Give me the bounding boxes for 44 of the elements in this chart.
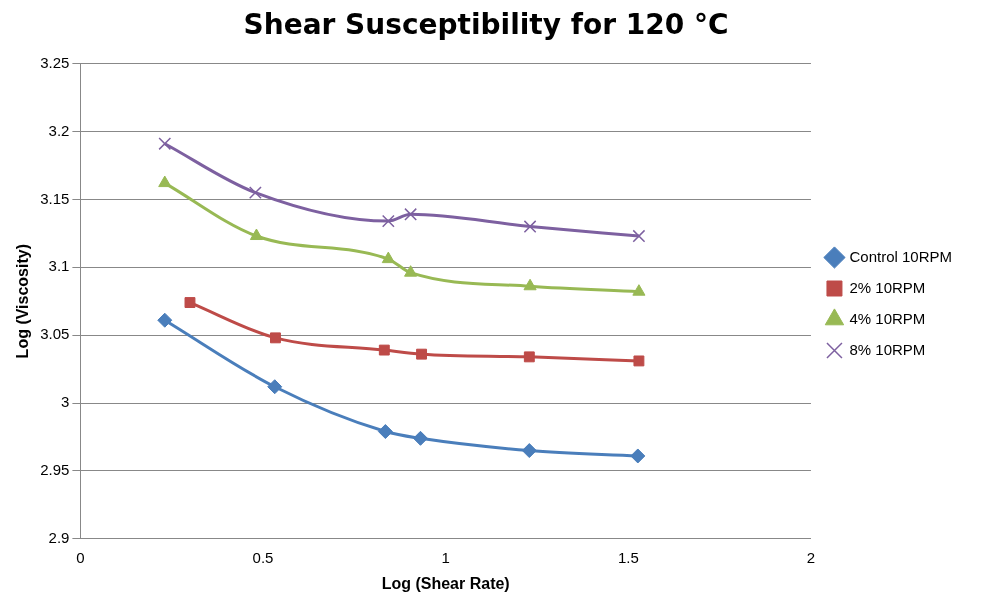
y-tick-label: 3 — [61, 393, 70, 411]
x-tick-label: 1 — [441, 548, 450, 566]
point — [381, 214, 395, 228]
point — [248, 186, 262, 199]
point — [633, 355, 645, 367]
point — [523, 220, 537, 233]
point — [270, 332, 281, 344]
point — [523, 278, 537, 291]
point — [184, 297, 196, 309]
y-tick-label: 3.25 — [40, 53, 70, 71]
x-tick-label: 1.5 — [617, 548, 639, 566]
point — [158, 137, 172, 151]
point — [416, 348, 428, 360]
point — [521, 443, 537, 459]
x-tick-label: 2 — [806, 548, 816, 566]
chart-title: Shear Susceptibility for 120 °C — [243, 8, 729, 42]
point — [404, 207, 418, 221]
y-axis-title: Log (Viscosity) — [14, 244, 32, 359]
point — [404, 265, 418, 277]
y-tick-label: 2.9 — [48, 528, 70, 546]
point — [632, 284, 646, 296]
y-tick-label: 3.05 — [40, 325, 70, 343]
x-tick-label: 0.5 — [252, 548, 274, 566]
y-tick-label: 2.95 — [40, 461, 70, 479]
legend-label: 2% 10RPM — [849, 278, 926, 296]
point — [158, 175, 172, 188]
y-tick-label: 3.15 — [40, 189, 70, 207]
point — [378, 344, 390, 356]
point — [632, 229, 646, 243]
point — [523, 351, 535, 363]
point — [630, 448, 646, 464]
point — [249, 228, 264, 241]
legend-label: 8% 10RPM — [849, 340, 926, 358]
point — [377, 424, 393, 440]
legend-label: 4% 10RPM — [849, 309, 926, 327]
x-axis-title: Log (Shear Rate) — [381, 574, 510, 592]
point — [412, 430, 428, 446]
point — [381, 251, 395, 264]
x-tick-label: 0 — [76, 548, 85, 566]
point — [157, 312, 173, 328]
y-tick-label: 3.2 — [48, 121, 70, 139]
legend-label: Control 10RPM — [849, 247, 953, 265]
y-tick-label: 3.1 — [48, 257, 70, 275]
point — [267, 379, 283, 395]
